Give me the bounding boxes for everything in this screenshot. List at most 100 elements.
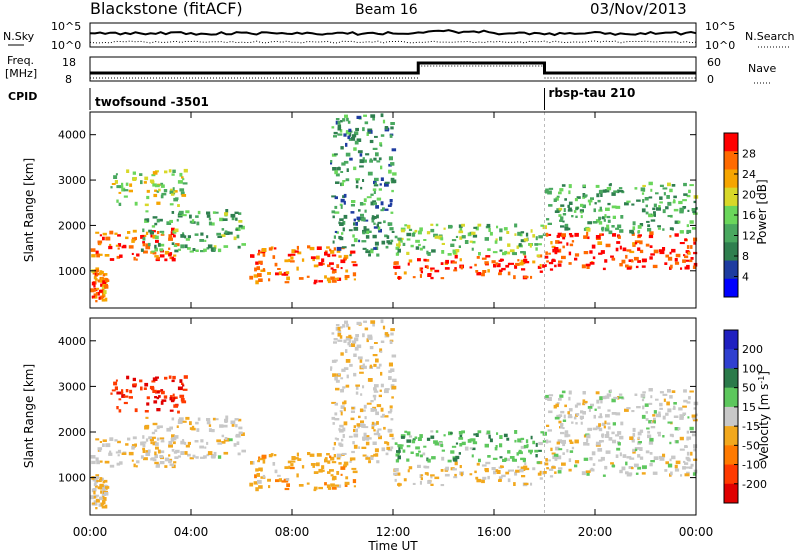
power-cell [176,218,179,222]
power-cell [458,245,461,248]
power-cell [517,259,520,262]
power-cell [173,190,176,193]
power-cell [174,249,179,253]
power-cell [376,160,381,163]
velocity-cell [351,407,355,410]
velocity-cell [621,466,626,471]
velocity-cell [174,435,179,439]
velocity-cell [250,461,253,465]
velocity-cell [121,394,126,398]
velocity-cell [332,447,335,451]
power-cell [357,150,363,154]
velocity-cell [95,507,98,510]
velocity-cell [356,423,361,427]
power-cell [539,264,542,268]
velocity-cell [149,385,155,390]
velocity-cell [340,389,343,393]
power-cell [362,157,365,161]
velocity-cell [348,435,353,438]
velocity-cell [255,468,259,472]
power-cell [391,179,397,184]
power-cell [520,251,525,254]
velocity-cell [362,454,367,457]
velocity-cell [116,391,122,395]
power-cell [168,253,172,257]
velocity-cell [530,435,533,440]
power-cell [94,269,99,273]
power-cell [558,191,562,195]
power-cell [93,283,96,288]
power-cell [642,184,646,187]
power-cell [390,122,395,125]
power-cell [145,231,149,235]
power-cell [450,243,455,247]
velocity-cell [360,365,364,369]
power-cell [494,240,498,244]
power-cell [152,234,157,239]
power-cell [367,171,373,176]
power-cell [631,203,635,206]
velocity-cell [554,456,560,459]
power-cell [170,193,175,196]
velocity-cell [91,460,96,465]
velocity-cell [389,340,393,344]
velocity-cell [514,439,517,443]
power-cell [682,259,686,263]
power-cell [125,182,129,186]
velocity-cell [495,445,498,448]
velocity-cell [420,477,423,481]
velocity-cell [585,470,591,473]
velocity-cell [553,404,557,409]
power-cell [582,196,586,199]
power-cell [415,239,420,243]
velocity-cell [642,465,647,469]
power-cell [486,223,491,228]
power-cell [686,194,691,198]
velocity-cell [471,447,476,451]
power-cell [556,235,560,238]
power-cell [169,219,173,223]
velocity-cell [342,427,346,432]
power-cell [501,258,504,262]
power-cell [501,267,506,271]
power-cell [606,215,611,219]
velocity-cell [690,463,694,467]
velocity-cell [406,458,410,462]
velocity-cell [434,442,439,446]
velocity-cell [344,320,348,324]
power-cell [185,238,190,241]
power-cell [180,244,185,249]
velocity-cell [366,402,372,405]
power-cell [109,243,112,247]
power-cell [258,278,263,282]
velocity-cell [194,440,199,443]
velocity-cell [573,416,577,420]
power-cell [690,245,693,249]
power-cell [321,258,325,263]
power-cell [114,232,118,235]
power-cell [313,279,318,283]
velocity-cell [156,425,160,430]
velocity-cell [236,441,240,445]
velocity-cell [181,400,187,404]
velocity-colorbar-swatch [724,426,738,446]
velocity-cell [397,452,400,455]
power-cell [650,188,653,192]
power-cell [558,241,563,244]
power-cell [378,188,382,191]
velocity-cell [633,463,639,468]
power-cell [362,231,366,235]
power-cell [598,221,603,225]
power-cell [671,184,676,187]
velocity-cell [685,466,691,469]
power-cell [139,173,143,176]
power-cell [422,245,426,249]
velocity-cell [268,485,271,489]
velocity-cell [451,445,457,448]
power-cell [607,219,611,223]
velocity-cell [424,472,429,475]
velocity-cell [622,454,627,458]
velocity-cell [365,441,370,446]
power-cell [348,229,353,232]
power-cell [518,243,522,247]
